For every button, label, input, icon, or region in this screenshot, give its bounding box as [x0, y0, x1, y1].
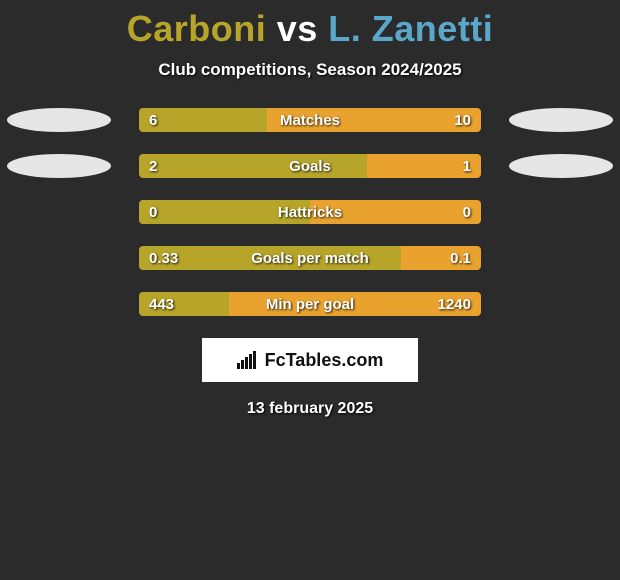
vs-label: vs: [277, 8, 318, 49]
date-label: 13 february 2025: [0, 400, 620, 418]
stat-label: Matches: [139, 108, 481, 132]
bar-chart-icon: [237, 351, 259, 369]
spacer: [7, 200, 111, 224]
spacer: [509, 200, 613, 224]
player1-name: Carboni: [127, 8, 267, 49]
subtitle: Club competitions, Season 2024/2025: [0, 60, 620, 80]
comparison-chart: 6Matches10 2Goals1 0Hattricks0 0.33Goals pe…: [0, 108, 620, 316]
right-value: 0: [463, 200, 471, 224]
left-oval-placeholder: [7, 108, 111, 132]
right-oval-placeholder: [509, 108, 613, 132]
right-value: 0.1: [450, 246, 471, 270]
stat-bar: 0.33Goals per match0.1: [139, 246, 481, 270]
stat-row: 0.33Goals per match0.1: [0, 246, 620, 270]
player2-name: L. Zanetti: [328, 8, 493, 49]
stat-bar: 443Min per goal1240: [139, 292, 481, 316]
stat-bar: 6Matches10: [139, 108, 481, 132]
stat-row: 2Goals1: [0, 154, 620, 178]
stat-bar: 0Hattricks0: [139, 200, 481, 224]
stat-row: 6Matches10: [0, 108, 620, 132]
stat-label: Min per goal: [139, 292, 481, 316]
spacer: [509, 292, 613, 316]
stat-label: Hattricks: [139, 200, 481, 224]
spacer: [7, 292, 111, 316]
stat-row: 443Min per goal1240: [0, 292, 620, 316]
right-oval-placeholder: [509, 154, 613, 178]
left-oval-placeholder: [7, 154, 111, 178]
logo-text: FcTables.com: [265, 350, 384, 371]
stat-bar: 2Goals1: [139, 154, 481, 178]
stat-label: Goals: [139, 154, 481, 178]
stat-label: Goals per match: [139, 246, 481, 270]
fctables-logo: FcTables.com: [202, 338, 418, 382]
spacer: [7, 246, 111, 270]
comparison-title: Carboni vs L. Zanetti: [0, 0, 620, 50]
right-value: 10: [454, 108, 471, 132]
right-value: 1: [463, 154, 471, 178]
stat-row: 0Hattricks0: [0, 200, 620, 224]
spacer: [509, 246, 613, 270]
right-value: 1240: [438, 292, 471, 316]
